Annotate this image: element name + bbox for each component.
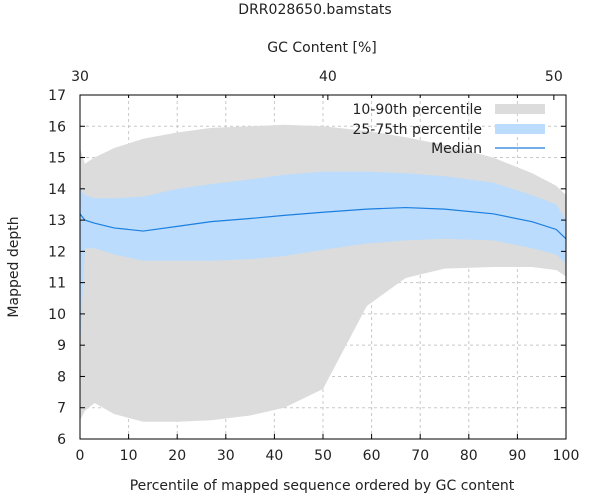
x2-tick-label: 50 — [545, 69, 563, 85]
x-tick-label: 20 — [168, 448, 186, 464]
y-tick-label: 13 — [48, 213, 66, 229]
x-tick-label: 70 — [411, 448, 429, 464]
x-tick-label: 90 — [508, 448, 526, 464]
y-axis-label: Mapped depth — [6, 216, 22, 317]
x2-tick-label: 30 — [71, 69, 89, 85]
band-10-90 — [80, 124, 566, 422]
y-tick-label: 11 — [48, 276, 66, 292]
x-tick-label: 60 — [363, 448, 381, 464]
x-tick-label: 100 — [553, 448, 580, 464]
band-25-75 — [80, 171, 566, 352]
legend: 10-90th percentile 25-75th percentile Medi… — [352, 102, 545, 157]
x-tick-label: 80 — [460, 448, 478, 464]
y-tick-label: 6 — [57, 432, 66, 448]
x-tick-label: 30 — [217, 448, 235, 464]
legend-label: 10-90th percentile — [352, 102, 482, 118]
x2-tick-label: 40 — [319, 69, 337, 85]
data-bands — [79, 124, 567, 422]
y-tick-label: 8 — [57, 369, 66, 385]
y-tick-label: 7 — [57, 401, 66, 417]
y-tick-label: 10 — [48, 307, 66, 323]
y-tick-label: 12 — [48, 244, 66, 260]
legend-label: 25-75th percentile — [352, 122, 482, 138]
axis-ticks: 0 10 20 30 40 50 60 70 80 90 100 6 7 8 9 10 11 12 13 14 15 16… — [48, 69, 579, 464]
x-tick-label: 0 — [76, 448, 85, 464]
chart-title: DRR028650.bamstats — [238, 2, 391, 18]
y-tick-label: 14 — [48, 182, 66, 198]
legend-swatch — [495, 104, 545, 114]
x-tick-label: 50 — [314, 448, 332, 464]
x-axis-label: Percentile of mapped sequence ordered by… — [130, 478, 515, 494]
x-tick-label: 40 — [265, 448, 283, 464]
y-tick-label: 9 — [57, 338, 66, 354]
x-tick-label: 10 — [120, 448, 138, 464]
legend-swatch — [495, 124, 545, 134]
y-tick-label: 16 — [48, 119, 66, 135]
y-tick-label: 17 — [48, 88, 66, 104]
legend-label: Median — [431, 141, 482, 157]
y-tick-label: 15 — [48, 151, 66, 167]
x2-axis-label: GC Content [%] — [267, 40, 376, 56]
